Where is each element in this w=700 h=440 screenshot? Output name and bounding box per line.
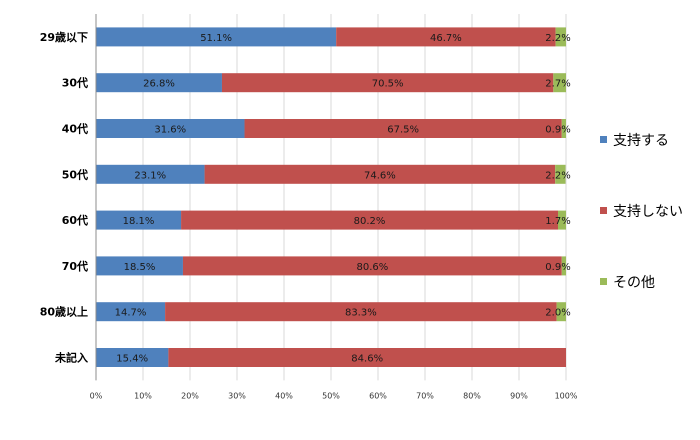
data-label: 2.2% (545, 170, 570, 181)
bar-segment (336, 27, 556, 47)
data-label: 1.7% (545, 216, 570, 227)
gridlines (142, 14, 567, 381)
bar-segment (221, 73, 554, 93)
data-label: 15.4% (116, 354, 148, 365)
bar-segment (96, 348, 169, 367)
bar-segment (561, 119, 566, 138)
data-labels: 51.1% 46.7% 2.2% 26.8% 70.5% 2.7% 31.6% 67.5% 0.… (115, 33, 571, 365)
bar-segment (555, 164, 566, 184)
data-label: 14.7% (115, 308, 147, 319)
x-tick-label: 10% (134, 391, 152, 400)
x-tick-label: 50% (322, 391, 340, 400)
data-label: 2.2% (545, 33, 570, 44)
legend-swatch (600, 278, 607, 285)
data-label: 74.6% (364, 170, 396, 181)
bar-segment (556, 302, 566, 322)
x-tick-label: 40% (275, 391, 293, 400)
data-label: 0.9% (545, 262, 570, 273)
legend-swatch (600, 136, 607, 143)
legend-label: その他 (613, 275, 655, 291)
legend-swatch (600, 207, 607, 214)
category-label: 40代 (62, 122, 88, 136)
category-label: 60代 (62, 213, 88, 227)
data-label: 80.6% (356, 262, 388, 273)
x-tick-label: 100% (555, 391, 578, 400)
bar-segment (96, 27, 337, 47)
legend-label: 支持する (613, 133, 669, 149)
bar-segment (96, 164, 205, 184)
bars (96, 27, 566, 367)
bar-segment (165, 302, 557, 322)
legend-label: 支持しない (613, 204, 683, 220)
data-label: 26.8% (143, 79, 175, 90)
bar-segment (182, 256, 562, 276)
bar-segment (96, 210, 182, 230)
category-label: 50代 (62, 167, 88, 181)
data-label: 46.7% (430, 33, 462, 44)
data-label: 70.5% (372, 79, 404, 90)
data-label: 84.6% (351, 354, 383, 365)
bar-segment (181, 210, 559, 230)
bar-segment (561, 256, 566, 276)
bar-segment (244, 119, 562, 138)
x-tick-label: 30% (228, 391, 246, 400)
category-label: 29歳以下 (40, 30, 88, 44)
x-tick-label: 20% (181, 391, 199, 400)
bar-segment (96, 73, 222, 93)
data-label: 2.7% (545, 79, 570, 90)
x-tick-label: 0% (90, 391, 103, 400)
category-label: 30代 (62, 76, 88, 90)
category-label: 未記入 (54, 351, 88, 365)
data-label: 83.3% (345, 308, 377, 319)
x-tick-labels: 0% 10% 20% 30% 40% 50% 60% 70% 80% 90% 100% (90, 391, 578, 400)
bar-segment (558, 210, 566, 230)
x-tick-label: 70% (416, 391, 434, 400)
data-label: 31.6% (154, 125, 186, 136)
data-label: 0.9% (545, 125, 570, 136)
data-label: 67.5% (387, 125, 419, 136)
category-label: 80歳以上 (40, 305, 88, 319)
x-tick-label: 90% (510, 391, 528, 400)
bar-segment (204, 164, 556, 184)
data-label: 18.5% (124, 262, 156, 273)
category-label: 70代 (62, 259, 88, 273)
x-tick-label: 80% (463, 391, 481, 400)
bar-segment (555, 27, 566, 47)
data-label: 23.1% (134, 170, 166, 181)
data-label: 51.1% (200, 33, 232, 44)
data-label: 80.2% (354, 216, 386, 227)
bar-segment (168, 348, 566, 367)
data-label: 18.1% (123, 216, 155, 227)
bar-segment (96, 119, 245, 138)
bar-segment (96, 256, 183, 276)
data-label: 2.0% (545, 308, 570, 319)
x-tick-label: 60% (369, 391, 387, 400)
bar-segment (553, 73, 566, 93)
bar-segment (96, 302, 166, 322)
